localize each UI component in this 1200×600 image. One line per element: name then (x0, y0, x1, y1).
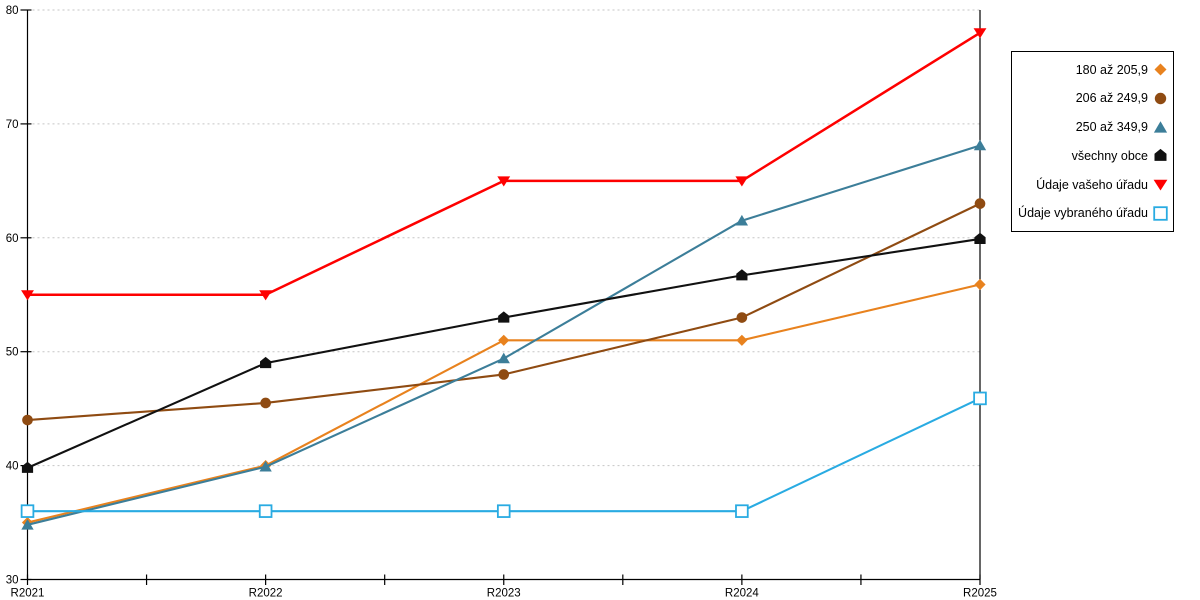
legend-label: Údaje vybraného úřadu (1018, 206, 1148, 221)
marker-diamond-icon (736, 334, 748, 346)
legend-marker-pentagon-icon (1154, 149, 1167, 162)
marker-triangle-down-icon (21, 290, 34, 301)
marker-diamond-icon (498, 334, 510, 346)
series-1 (22, 198, 986, 426)
x-tick-label: R2025 (963, 588, 997, 600)
x-tick-label: R2021 (11, 588, 45, 600)
series-5 (20, 391, 987, 518)
marker-square-open-icon (496, 504, 511, 518)
marker-triangle-down-icon (259, 290, 273, 301)
marker-pentagon-icon (21, 461, 34, 473)
legend-label: všechny obce (1071, 148, 1148, 163)
y-tick-label: 50 (6, 347, 19, 359)
marker-triangle-up-icon (497, 352, 510, 364)
legend-item-3: všechny obce (1012, 142, 1173, 171)
legend-marker-diamond-icon (1154, 63, 1167, 76)
marker-square-open-icon (735, 504, 749, 518)
marker-square-open-icon (20, 504, 35, 518)
marker-circle-icon (260, 397, 271, 409)
legend-marker-triangle-down-icon (1153, 179, 1168, 191)
x-tick-label: R2022 (249, 588, 283, 600)
legend-label: Údaje vašeho úřadu (1036, 177, 1148, 192)
series-2 (21, 139, 987, 530)
marker-circle-icon (22, 414, 33, 426)
legend-item-4: Údaje vašeho úřadu (1012, 170, 1173, 199)
marker-triangle-up-icon (1153, 120, 1168, 133)
chart-legend: 180 až 205,9 206 až 249,9 250 až 349,9 všec… (1011, 51, 1174, 232)
marker-triangle-up-icon (21, 518, 34, 530)
marker-circle-icon (498, 369, 510, 380)
marker-pentagon-icon (736, 269, 748, 281)
y-tick-label: 70 (6, 119, 19, 131)
marker-pentagon-icon (498, 311, 510, 323)
marker-circle-icon (1154, 92, 1167, 104)
marker-square-open-icon (1153, 206, 1168, 221)
y-tick-label: 60 (6, 233, 19, 245)
marker-triangle-up-icon (259, 460, 272, 472)
marker-triangle-down-icon (973, 28, 987, 39)
series-line (27, 31, 981, 296)
marker-triangle-down-icon (1153, 179, 1168, 191)
marker-square-open-icon (973, 391, 987, 406)
y-tick-label: 30 (6, 575, 19, 587)
series-3 (21, 232, 986, 473)
series-4 (21, 28, 987, 301)
marker-circle-icon (974, 198, 986, 209)
legend-item-2: 250 až 349,9 (1012, 113, 1173, 142)
marker-diamond-icon (974, 278, 986, 291)
x-tick-label: R2024 (725, 588, 759, 600)
marker-pentagon-icon (974, 232, 986, 244)
marker-pentagon-icon (260, 356, 272, 369)
marker-triangle-down-icon (497, 176, 511, 187)
legend-marker-triangle-up-icon (1153, 120, 1168, 133)
marker-triangle-up-icon (735, 214, 749, 226)
y-tick-label: 40 (6, 461, 19, 473)
legend-item-0: 180 až 205,9 (1012, 55, 1173, 84)
marker-triangle-down-icon (735, 176, 749, 187)
legend-label: 206 až 249,9 (1075, 91, 1148, 106)
legend-marker-square-open-icon (1153, 206, 1168, 221)
legend-label: 180 až 205,9 (1075, 62, 1148, 77)
marker-diamond-icon (1154, 63, 1167, 76)
marker-square-open-icon (258, 504, 273, 518)
legend-marker-circle-icon (1154, 92, 1167, 104)
series-line (27, 397, 981, 513)
marker-pentagon-icon (1154, 149, 1167, 162)
marker-circle-icon (736, 312, 748, 323)
legend-item-5: Údaje vybraného úřadu (1012, 199, 1173, 228)
marker-triangle-up-icon (973, 139, 987, 151)
x-tick-label: R2023 (487, 588, 521, 600)
y-tick-label: 80 (6, 5, 19, 17)
legend-label: 250 až 349,9 (1075, 120, 1148, 135)
legend-item-1: 206 až 249,9 (1012, 84, 1173, 113)
